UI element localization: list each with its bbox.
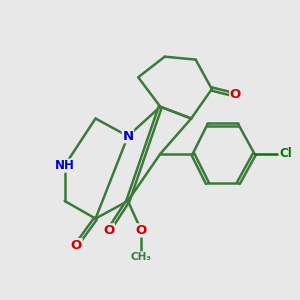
Text: N: N	[122, 130, 134, 143]
Text: O: O	[71, 238, 82, 252]
Text: O: O	[103, 224, 114, 237]
Text: O: O	[136, 224, 147, 237]
Text: CH₃: CH₃	[131, 252, 152, 262]
Text: Cl: Cl	[279, 147, 292, 160]
Text: NH: NH	[55, 159, 74, 172]
Text: O: O	[230, 88, 241, 101]
